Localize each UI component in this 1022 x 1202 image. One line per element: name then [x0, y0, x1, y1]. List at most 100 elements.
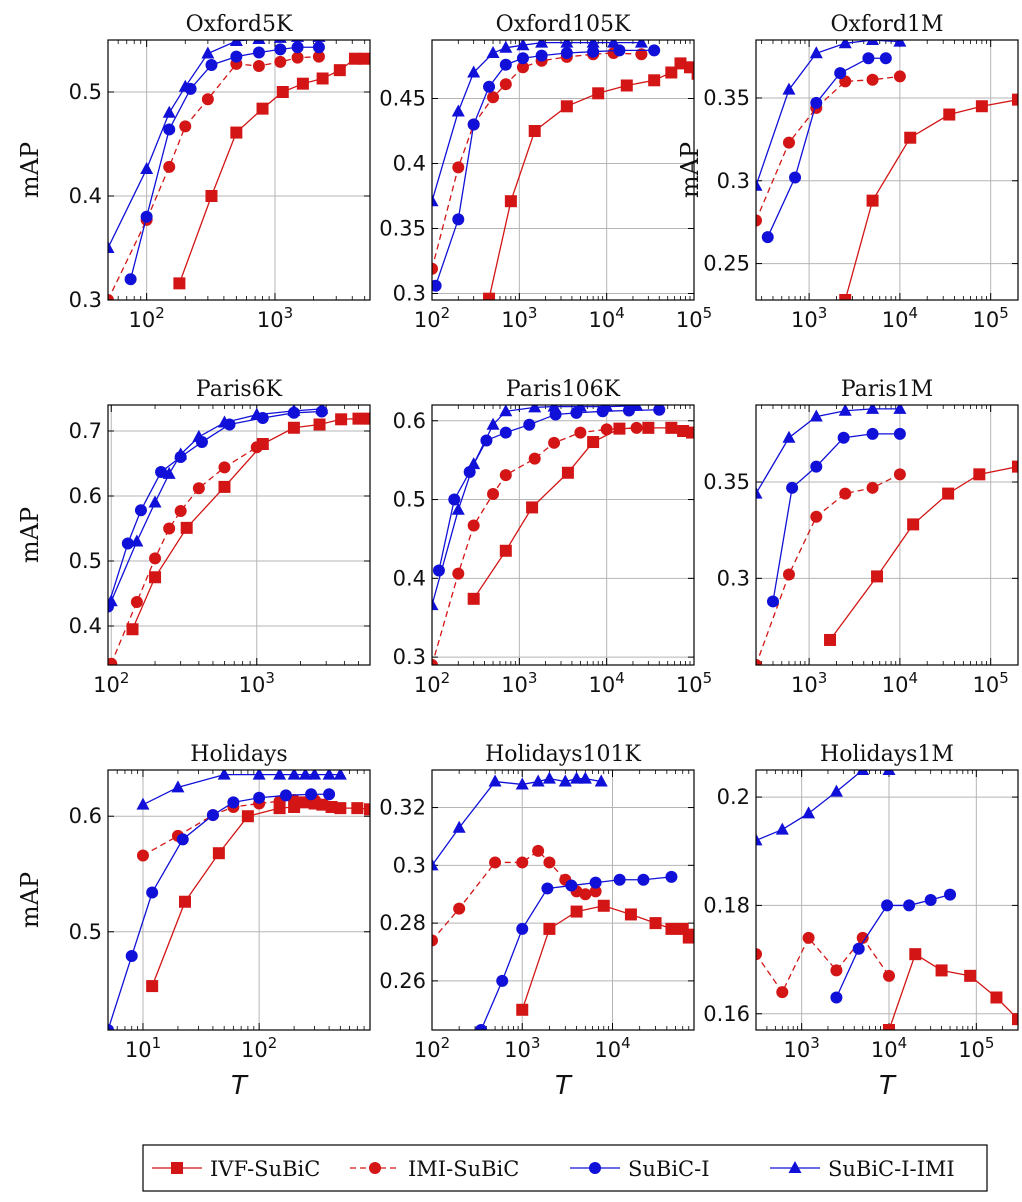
series-group — [432, 40, 694, 300]
data-point — [227, 796, 240, 809]
series-line — [767, 57, 886, 238]
series-line — [756, 40, 900, 186]
data-point — [499, 405, 513, 417]
data-point — [516, 856, 529, 869]
data-point — [230, 126, 243, 139]
data-point — [665, 870, 678, 883]
data-point — [648, 44, 661, 57]
x-tick-label: 105 — [973, 669, 1009, 697]
data-point — [830, 991, 843, 1004]
x-tick-label: 102 — [128, 304, 164, 332]
data-point — [148, 495, 162, 508]
data-point — [866, 481, 879, 494]
panel-paris106k: 102 103 104 105 0.3 0.4 0.5 0.6 Paris106K — [393, 377, 713, 697]
series-line — [521, 905, 694, 1010]
data-point — [432, 262, 438, 275]
data-point — [516, 61, 529, 74]
data-point — [756, 659, 762, 665]
series-group — [432, 405, 694, 665]
data-point — [838, 405, 852, 416]
data-point — [253, 791, 266, 804]
data-point — [452, 820, 466, 833]
data-point — [674, 57, 687, 70]
data-point — [528, 405, 542, 413]
legend-label: IVF-SuBiC — [210, 1157, 320, 1181]
y-tick-label: 0.26 — [379, 969, 426, 993]
data-point — [944, 888, 957, 901]
data-point — [642, 421, 655, 434]
data-point — [607, 40, 621, 48]
data-point — [273, 770, 287, 780]
data-point — [322, 770, 336, 780]
data-point — [256, 102, 269, 115]
x-tick-label: 103 — [501, 669, 537, 697]
data-point — [451, 104, 465, 117]
legend-marker-square — [171, 1162, 183, 1174]
data-point — [140, 161, 154, 174]
y-tick-label: 0.6 — [69, 804, 102, 828]
data-point — [352, 412, 365, 425]
data-point — [149, 571, 162, 584]
data-point — [130, 534, 144, 547]
data-point — [600, 423, 613, 436]
data-point — [217, 415, 231, 428]
data-point — [467, 118, 480, 131]
data-point — [634, 40, 648, 48]
x-tick-label: 103 — [239, 669, 275, 697]
data-point — [802, 931, 815, 944]
plot-frame — [431, 404, 695, 666]
legend-marker-circle — [369, 1162, 381, 1174]
data-point — [589, 876, 602, 889]
data-point — [786, 481, 799, 494]
data-point — [287, 405, 301, 416]
data-point — [146, 886, 159, 899]
data-point — [837, 431, 850, 444]
series-line — [108, 793, 330, 1030]
data-point — [499, 426, 512, 439]
data-point — [125, 950, 138, 963]
data-point — [487, 488, 500, 501]
data-point — [903, 899, 916, 912]
data-point — [451, 502, 465, 515]
data-point — [782, 568, 795, 581]
data-point — [504, 195, 517, 208]
data-point — [134, 504, 147, 517]
data-point — [810, 460, 823, 473]
data-point — [756, 833, 763, 846]
data-point — [839, 294, 852, 300]
series-group — [108, 40, 370, 300]
y-tick-label: 0.4 — [393, 566, 426, 590]
series-line — [178, 58, 365, 284]
data-point — [882, 1024, 895, 1030]
x-tick-label: 103 — [501, 304, 537, 332]
y-tick-label: 0.35 — [379, 217, 426, 241]
data-point — [516, 40, 530, 51]
data-point — [205, 190, 218, 202]
x-tick-label: 104 — [594, 1034, 630, 1062]
panel-title: Paris1M — [841, 377, 933, 402]
data-point — [108, 1024, 114, 1030]
data-point — [862, 52, 875, 65]
data-point — [756, 948, 762, 961]
data-point — [467, 519, 480, 532]
data-point — [775, 822, 789, 835]
data-point — [178, 895, 191, 908]
series-line — [756, 770, 889, 842]
x-tick-label: 105 — [676, 304, 712, 332]
x-tick-label: 104 — [589, 304, 625, 332]
data-point — [174, 447, 188, 460]
panel-holidays1m: 103 104 105 0.16 0.18 0.2 Holidays1M T — [703, 742, 1019, 1101]
data-point — [432, 659, 438, 665]
panel-oxford105k: 102 103 104 105 0.3 0.35 0.4 0.45 Oxford105K — [379, 12, 712, 332]
data-point — [218, 480, 231, 493]
data-point — [973, 468, 986, 481]
series-line — [432, 427, 637, 665]
data-point — [535, 40, 549, 48]
data-point — [665, 922, 678, 935]
data-point — [935, 964, 948, 977]
y-tick-label: 0.32 — [379, 796, 426, 820]
plot-frame — [107, 39, 371, 301]
data-point — [893, 70, 906, 83]
plot-frame — [755, 769, 1019, 1031]
